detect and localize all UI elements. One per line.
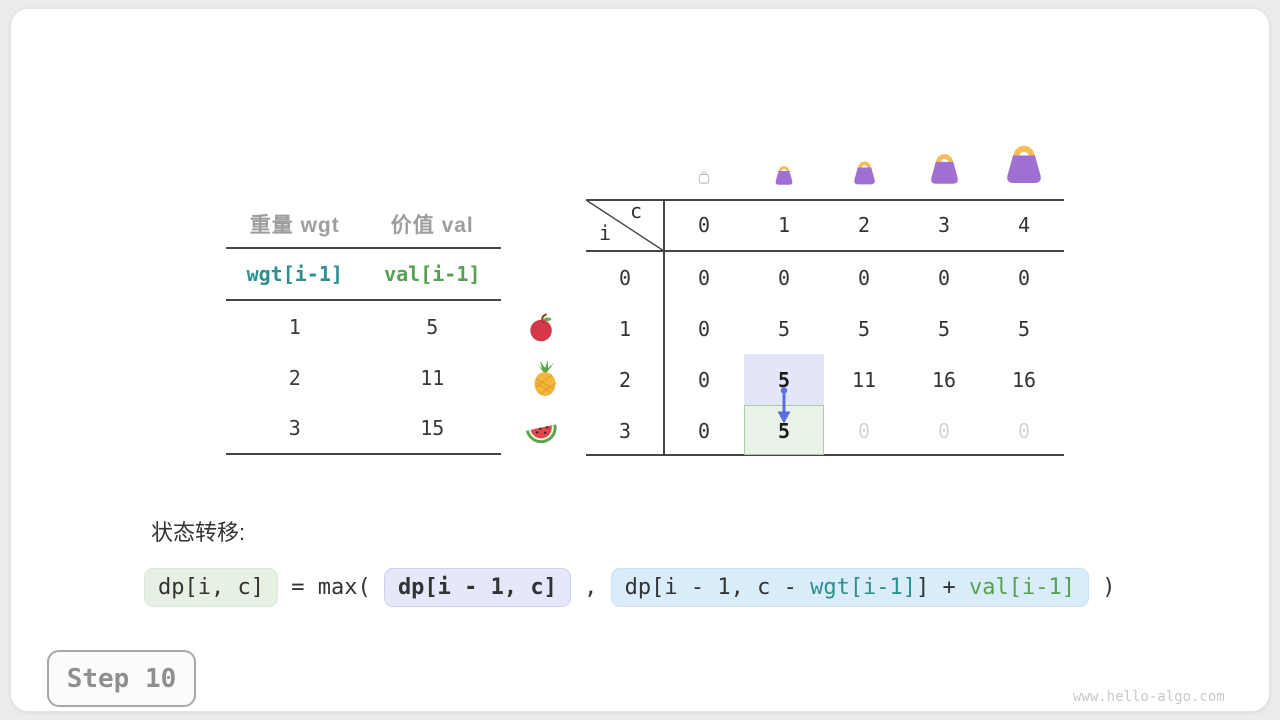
item-3-weight: 3 — [288, 416, 301, 440]
item-1-value: 5 — [426, 314, 439, 339]
item-row-3: 3 15 — [226, 403, 501, 455]
handbag-icon — [904, 145, 984, 193]
item-2-value: 11 — [420, 365, 445, 390]
dp-header-border — [586, 250, 1064, 252]
dp-row-3: 0 5 0 0 0 — [664, 405, 1064, 456]
corner-diagonal-line — [586, 199, 664, 252]
dp-cell-0-0: 0 — [697, 265, 711, 290]
dp-table: c i 0 1 2 3 4 0 1 2 3 0 0 — [586, 145, 1064, 456]
capacity-icons-row — [664, 145, 1064, 193]
state-transition-formula: dp[i, c] = max( dp[i - 1, c] , dp[i - 1,… — [144, 568, 1116, 607]
formula-lhs-box: dp[i, c] — [144, 568, 278, 607]
formula-equals-max: = max( — [277, 575, 384, 600]
dp-column-headers: 0 1 2 3 4 — [664, 199, 1064, 250]
dp-cell-2-2: 11 — [851, 367, 877, 392]
item-2-weight: 2 — [288, 365, 301, 390]
dp-value-cells: 0 0 0 0 0 0 5 5 5 5 0 5 11 16 — [664, 252, 1064, 456]
dp-top-border — [586, 199, 1064, 201]
handbag-icon — [744, 145, 824, 193]
items-table-subheader: wgt[i-1] val[i-1] — [226, 249, 501, 301]
dp-cell-0-3: 0 — [937, 265, 951, 290]
value-column-header: 价值 val — [390, 214, 474, 237]
formula-arg2-box: dp[i - 1, c - wgt[i-1]] + val[i-1] — [610, 568, 1089, 607]
dp-cell-3-0: 0 — [697, 418, 711, 443]
items-table: 重量 wgt 价值 val wgt[i-1] val[i-1] 1 5 2 11… — [226, 201, 501, 455]
row-variable-label: i — [599, 221, 612, 245]
handbag-icon — [824, 145, 904, 193]
row-label-0: 0 — [618, 265, 632, 290]
col-header-1: 1 — [777, 212, 791, 237]
dp-cell-3-3: 0 — [937, 418, 951, 443]
formula-arg1-box: dp[i - 1, c] — [383, 568, 571, 607]
dp-cell-2-0: 0 — [697, 367, 711, 392]
formula-arg2-prefix: dp[i - 1, c - — [624, 575, 811, 600]
item-row-2: 2 11 — [226, 352, 501, 403]
handbag-icon — [984, 145, 1064, 193]
formula-separator: , — [570, 575, 611, 600]
arrow-down-icon — [777, 387, 791, 424]
col-header-4: 4 — [1017, 212, 1031, 237]
wgt-array-label: wgt[i-1] — [246, 262, 343, 286]
state-transition-heading: 状态转移: — [151, 520, 246, 545]
watermelon-icon — [523, 414, 560, 452]
weight-column-header: 重量 wgt — [249, 214, 340, 237]
handbag-icon — [664, 145, 744, 193]
dp-cell-3-1-highlighted: 5 — [777, 418, 791, 443]
column-variable-label: c — [630, 199, 643, 223]
dp-row-1: 0 5 5 5 5 — [664, 303, 1064, 354]
items-table-header: 重量 wgt 价值 val — [226, 201, 501, 249]
val-array-label: val[i-1] — [384, 262, 481, 286]
dp-cell-1-1: 5 — [777, 316, 791, 341]
step-badge: Step 10 — [47, 650, 196, 707]
dp-cell-0-4: 0 — [1017, 265, 1031, 290]
dp-row-labels: 0 1 2 3 — [586, 252, 664, 456]
item-1-weight: 1 — [288, 314, 301, 339]
col-header-3: 3 — [937, 212, 951, 237]
dp-cell-0-1: 0 — [777, 265, 791, 290]
col-header-0: 0 — [697, 212, 711, 237]
row-label-1: 1 — [618, 316, 632, 341]
dp-cell-1-4: 5 — [1017, 316, 1031, 341]
dp-cell-1-3: 5 — [937, 316, 951, 341]
site-watermark: www.hello-algo.com — [1073, 689, 1225, 705]
dp-cell-2-4: 16 — [1011, 367, 1037, 392]
dp-cell-0-2: 0 — [857, 265, 871, 290]
dp-row-2: 0 5 11 16 16 — [664, 354, 1064, 405]
apple-icon — [526, 312, 557, 348]
dp-cell-3-2: 0 — [857, 418, 871, 443]
item-3-value: 15 — [420, 416, 445, 440]
dp-cell-1-0: 0 — [697, 316, 711, 341]
row-label-2: 2 — [618, 367, 632, 392]
formula-close-paren: ) — [1089, 575, 1116, 600]
dp-vertical-border — [663, 199, 665, 456]
dp-row-0: 0 0 0 0 0 — [664, 252, 1064, 303]
item-row-1: 1 5 — [226, 301, 501, 352]
dp-cell-3-4: 0 — [1017, 418, 1031, 443]
dp-bottom-border — [586, 454, 1064, 456]
figure-card: 重量 wgt 价值 val wgt[i-1] val[i-1] 1 5 2 11… — [10, 8, 1270, 712]
formula-arg2-val: val[i-1] — [969, 575, 1075, 600]
formula-arg2-mid: ] + — [916, 575, 970, 600]
pineapple-icon — [528, 359, 562, 402]
row-label-3: 3 — [618, 418, 632, 443]
formula-arg2-wgt: wgt[i-1] — [810, 575, 917, 600]
dp-cell-1-2: 5 — [857, 316, 871, 341]
col-header-2: 2 — [857, 212, 871, 237]
dp-cell-2-3: 16 — [931, 367, 957, 392]
dp-cell-2-1-highlighted: 5 — [777, 367, 791, 392]
